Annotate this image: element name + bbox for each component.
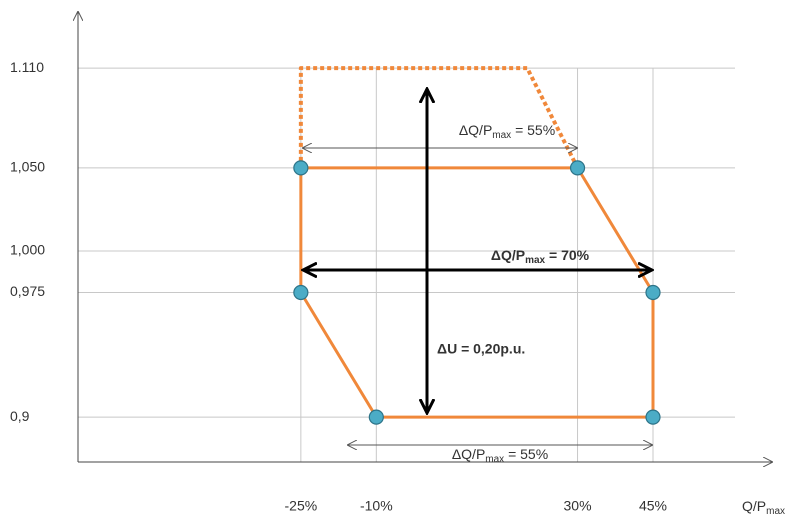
annotation-text: ΔQ/P bbox=[459, 122, 492, 138]
series-line bbox=[298, 66, 580, 169]
annotation-text: = 55% bbox=[504, 446, 548, 462]
y-tick-label: 0,975 bbox=[10, 283, 45, 299]
annotation: ΔQ/Pmax = 55% bbox=[452, 446, 548, 465]
marker bbox=[293, 284, 309, 301]
annotation: ΔQ/Pmax = 55% bbox=[459, 122, 555, 141]
x-tick-label: 45% bbox=[639, 498, 667, 514]
annotation: ΔU = 0,20p.u. bbox=[437, 341, 525, 357]
marker bbox=[569, 160, 586, 176]
y-tick-label: 1,000 bbox=[10, 242, 45, 258]
x-tick-label: -25% bbox=[285, 498, 318, 514]
annotation-text: = 55% bbox=[511, 122, 555, 138]
annotation: ΔQ/Pmax = 70% bbox=[491, 247, 590, 266]
plot bbox=[293, 66, 661, 425]
y-tick-label: 1,050 bbox=[10, 159, 45, 175]
x-axis-label: Q/Pmax bbox=[742, 498, 785, 517]
annotation-sub: max bbox=[485, 454, 504, 465]
axis-label-text: Q/P bbox=[742, 498, 766, 514]
annotation-text: = 70% bbox=[545, 247, 590, 263]
marker bbox=[293, 160, 309, 176]
y-tick-label: 1.110 bbox=[10, 59, 44, 75]
marker bbox=[645, 284, 661, 301]
annotation-text: ΔQ/P bbox=[491, 247, 525, 263]
x-tick-label: 30% bbox=[564, 498, 592, 514]
annotation-text: ΔQ/P bbox=[452, 446, 485, 462]
annotation-sub: max bbox=[525, 255, 545, 266]
axis-label-sub: max bbox=[766, 506, 785, 517]
x-tick-label: -10% bbox=[360, 498, 393, 514]
annotation-sub: max bbox=[492, 130, 511, 141]
marker bbox=[645, 409, 661, 425]
tick-labels: 1.110 1,050 1,000 0,975 0,9 -25% -10% 30% 45% bbox=[10, 59, 667, 514]
marker bbox=[368, 409, 384, 425]
y-tick-label: 0,9 bbox=[10, 408, 30, 424]
